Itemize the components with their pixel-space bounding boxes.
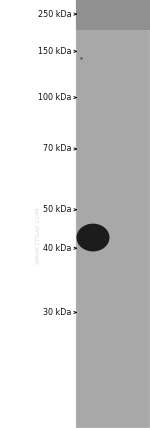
FancyBboxPatch shape	[76, 0, 150, 30]
FancyBboxPatch shape	[76, 0, 150, 428]
Text: WWW.TTGAE.COM: WWW.TTGAE.COM	[35, 207, 40, 264]
Text: 50 kDa: 50 kDa	[43, 205, 71, 214]
Ellipse shape	[76, 223, 110, 252]
Text: 150 kDa: 150 kDa	[38, 47, 71, 56]
Text: 40 kDa: 40 kDa	[43, 244, 71, 253]
Text: 30 kDa: 30 kDa	[43, 308, 71, 317]
Text: 250 kDa: 250 kDa	[38, 9, 71, 19]
Text: 100 kDa: 100 kDa	[38, 93, 71, 102]
Text: 70 kDa: 70 kDa	[43, 144, 71, 154]
